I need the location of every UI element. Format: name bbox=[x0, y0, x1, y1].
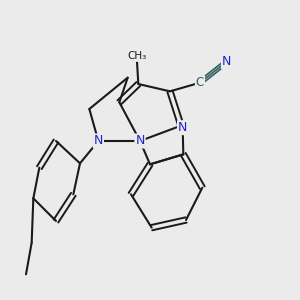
Text: N: N bbox=[178, 121, 188, 134]
Text: C: C bbox=[196, 76, 204, 89]
Text: N: N bbox=[94, 134, 103, 148]
Text: N: N bbox=[222, 55, 231, 68]
Text: N: N bbox=[135, 134, 145, 148]
Text: CH₃: CH₃ bbox=[127, 51, 146, 61]
